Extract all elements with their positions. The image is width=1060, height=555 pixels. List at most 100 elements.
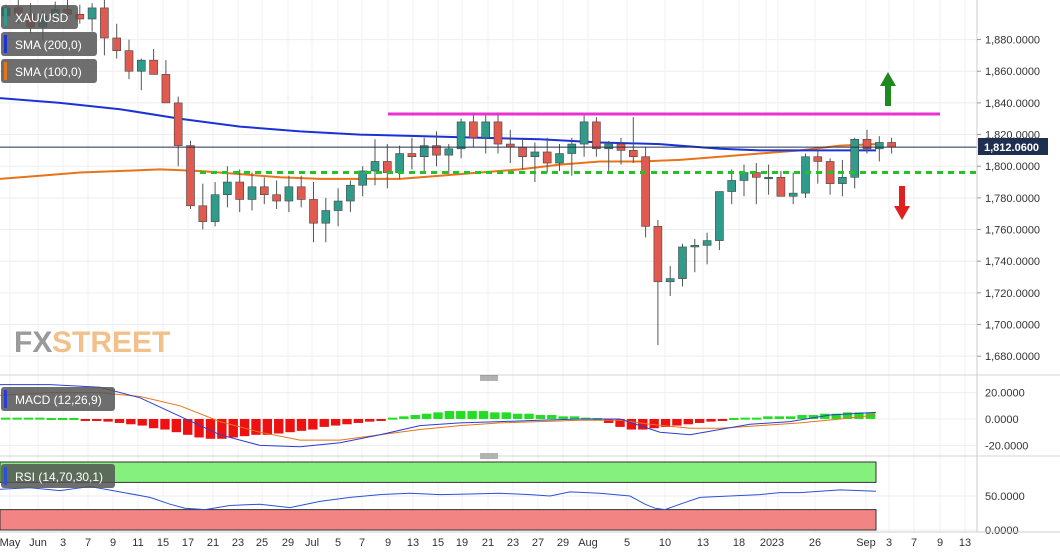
macd-histogram-bar: [729, 417, 739, 420]
candle-body: [407, 153, 417, 158]
candle-body: [592, 121, 601, 150]
x-tick-label: 9: [937, 537, 943, 549]
macd-plot: [0, 384, 877, 448]
macd-histogram-bar: [194, 418, 204, 438]
candle-body: [567, 143, 577, 154]
macd-histogram-bar: [365, 418, 375, 422]
y-tick-label: 0.0000: [985, 414, 1019, 426]
candle-body: [223, 181, 232, 196]
macd-histogram-bar: [831, 413, 841, 419]
candle-body: [579, 121, 589, 145]
macd-histogram-bar: [46, 417, 56, 420]
macd-histogram-bar: [1, 417, 11, 420]
candle-body: [887, 142, 896, 148]
y-tick-label: 1,680.0000: [985, 351, 1040, 363]
macd-histogram-bar: [808, 415, 819, 419]
macd-histogram-bar: [183, 418, 193, 435]
candle-body: [284, 186, 294, 202]
x-tick-label: 23: [507, 537, 519, 549]
macd-histogram-bar: [262, 418, 273, 435]
x-tick-label: 3: [60, 537, 66, 549]
macd-histogram-bar: [410, 415, 420, 419]
candle-body: [309, 199, 318, 224]
candle-body: [161, 74, 171, 104]
candle-body: [641, 156, 650, 227]
macd-histogram-bar: [137, 418, 147, 426]
down-arrow-icon: [894, 186, 910, 220]
x-tick-label: 26: [809, 537, 821, 549]
macd-line: [0, 384, 877, 448]
up-arrow-icon: [880, 72, 896, 106]
candle-body: [272, 194, 281, 202]
macd-histogram-bar: [251, 418, 261, 435]
candle-body: [813, 156, 823, 162]
x-tick-label: 17: [182, 537, 194, 549]
support-resistance: [0, 112, 977, 175]
legend-macd-label: MACD (12,26,9): [15, 393, 102, 407]
candle-body: [149, 59, 158, 75]
macd-histogram-bar: [421, 413, 432, 419]
macd-histogram-bar: [296, 418, 307, 431]
y-tick-label: 0.0000: [985, 525, 1019, 537]
y-tick-label: 1,720.0000: [985, 288, 1040, 300]
macd-histogram-bar: [501, 412, 511, 419]
macd-histogram-bar: [854, 412, 864, 419]
candle-body: [628, 150, 638, 158]
candle-body: [235, 181, 244, 200]
macd-histogram-bar: [353, 418, 364, 423]
macd-histogram-bar: [103, 418, 113, 422]
candle-body: [702, 240, 712, 246]
x-tick-label: 18: [733, 537, 745, 549]
candle-body: [542, 151, 552, 164]
macd-histogram-bar: [308, 418, 318, 430]
legend-sma200[interactable]: SMA (200,0): [1, 32, 97, 56]
macd-histogram-bar: [547, 415, 557, 419]
legend-sma100-label: SMA (100,0): [15, 65, 82, 79]
candle-body: [137, 59, 146, 72]
y-tick-label: 1,860.0000: [985, 66, 1040, 78]
legend-sma100[interactable]: SMA (100,0): [1, 59, 97, 83]
macd-histogram-bar: [569, 416, 580, 419]
sma200-line: [0, 97, 876, 152]
candle-body: [346, 184, 355, 202]
x-tick-label: 9: [110, 537, 116, 549]
candle-body: [727, 180, 737, 192]
x-tick-label: Jun: [29, 537, 47, 549]
macd-histogram-bar: [672, 418, 682, 426]
macd-histogram-bar: [239, 418, 250, 437]
candle-body: [419, 145, 429, 158]
x-tick-label: 23: [232, 537, 244, 549]
rsi-oversold-zone: [0, 509, 877, 531]
x-axis-ticks: May Jun 3 7 9 11 15 17 21 23 25 29 Jul 5 7 9 13 15 19 21 23 2…: [0, 531, 1060, 549]
macd-histogram-bar: [751, 417, 762, 420]
macd-histogram-bar: [603, 418, 614, 423]
candle-body: [173, 102, 183, 146]
legend-macd[interactable]: MACD (12,26,9): [1, 387, 115, 411]
legend-rsi[interactable]: RSI (14,70,30,1): [1, 464, 115, 488]
macd-histogram-bar: [535, 415, 546, 419]
candle-body: [112, 37, 121, 51]
macd-histogram-bar: [285, 418, 295, 433]
macd-histogram-bar: [126, 418, 136, 425]
macd-histogram-bar: [706, 418, 716, 422]
candle-body: [776, 176, 786, 197]
macd-histogram-bar: [717, 418, 728, 421]
macd-histogram-bar: [57, 417, 68, 420]
resize-handle-icon[interactable]: [480, 453, 498, 459]
resize-handle-icon[interactable]: [480, 375, 498, 381]
macd-histogram-bar: [69, 417, 79, 420]
x-tick-label: 3: [886, 537, 892, 549]
macd-histogram-bar: [774, 416, 784, 419]
legend-symbol-label: XAU/USD: [15, 11, 69, 25]
x-tick-label: 7: [85, 537, 91, 549]
x-tick-label: 15: [432, 537, 444, 549]
candle-body: [665, 278, 675, 283]
candle-body: [850, 139, 860, 178]
y-tick-label: 1,740.0000: [985, 256, 1040, 268]
x-tick-label: 13: [407, 537, 419, 549]
candle-body: [788, 192, 798, 197]
watermark-street: STREET: [52, 326, 170, 359]
candle-body: [801, 156, 810, 194]
macd-histogram-bar: [35, 417, 45, 420]
legend-symbol[interactable]: XAU/USD: [1, 5, 78, 29]
